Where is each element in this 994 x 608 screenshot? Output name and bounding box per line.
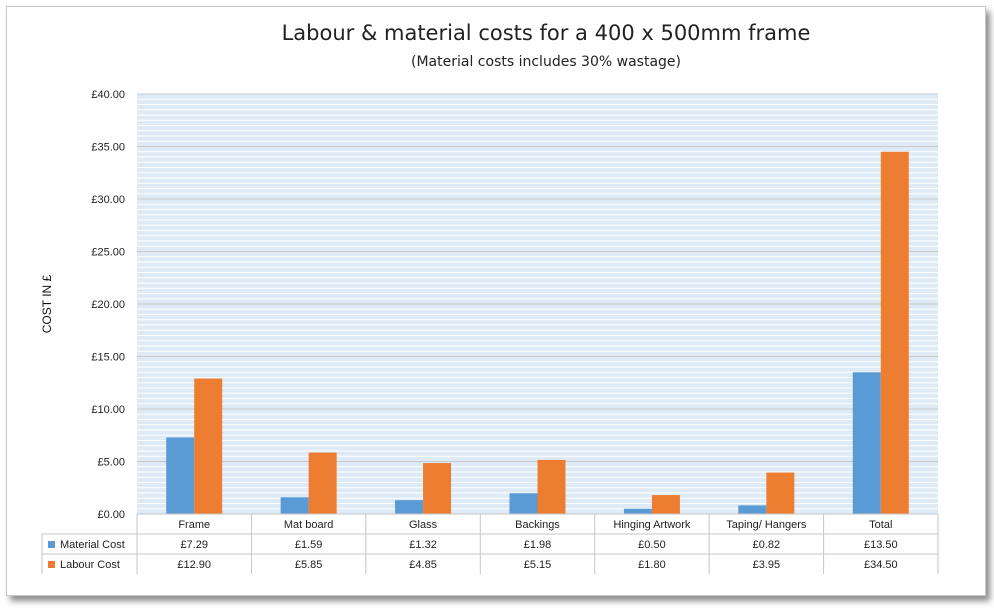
legend-entry: Labour Cost [60,559,120,571]
bar-material [738,505,767,514]
category-label: Hinging Artwork [613,519,691,531]
data-label: £0.50 [638,539,666,551]
bars [166,151,909,514]
bar-material [623,508,652,514]
bar-labour [537,459,566,514]
category-label: Backings [515,519,560,531]
bar-labour [651,495,680,514]
data-label: £5.15 [524,559,552,571]
data-label: £1.80 [638,559,666,571]
y-tick-label: £0.00 [97,509,125,521]
bar-material [395,500,424,514]
legend-entry: Material Cost [60,539,125,551]
bar-material [280,497,309,514]
y-tick-label: £40.00 [91,89,125,101]
chart-subtitle: (Material costs includes 30% wastage) [411,54,681,70]
gridlines [137,93,938,515]
data-label: £3.95 [753,559,781,571]
data-label: £1.59 [295,539,323,551]
data-label: £7.29 [180,539,208,551]
bar-labour [308,452,337,514]
data-label: £13.50 [864,539,898,551]
y-axis-label: COST IN £ [40,274,54,333]
bar-material [166,437,195,514]
data-label: £34.50 [864,559,898,571]
data-label: £0.82 [753,539,781,551]
category-label: Taping/ Hangers [726,519,807,531]
data-label: £1.98 [524,539,552,551]
data-label: £1.32 [409,539,437,551]
y-tick-label: £10.00 [91,404,125,416]
y-tick-label: £20.00 [91,299,125,311]
data-label: £4.85 [409,559,437,571]
bar-labour [194,378,223,514]
legend-swatch [48,541,55,548]
y-axis-ticks: £0.00 £5.00 £10.00 £15.00 £20.00 £25.00 £30.00… [91,89,125,521]
y-tick-label: £35.00 [91,142,125,154]
y-tick-label: £30.00 [91,194,125,206]
y-tick-label: £25.00 [91,247,125,259]
legend-swatch [48,561,55,568]
data-label: £12.90 [177,559,211,571]
bar-labour [880,151,909,514]
bar-labour [766,472,795,514]
y-tick-label: £15.00 [91,352,125,364]
category-label: Mat board [284,519,334,531]
y-tick-label: £5.00 [97,457,125,469]
bar-labour [423,463,452,514]
category-label: Frame [178,519,210,531]
chart-title: Labour & material costs for a 400 x 500m… [282,21,811,45]
category-label: Total [869,519,892,531]
data-table: Frame Mat board Glass Backings Hinging Artwo… [41,513,939,574]
bar-material [509,493,538,514]
bar-material [852,372,881,514]
data-label: £5.85 [295,559,323,571]
category-label: Glass [409,519,438,531]
